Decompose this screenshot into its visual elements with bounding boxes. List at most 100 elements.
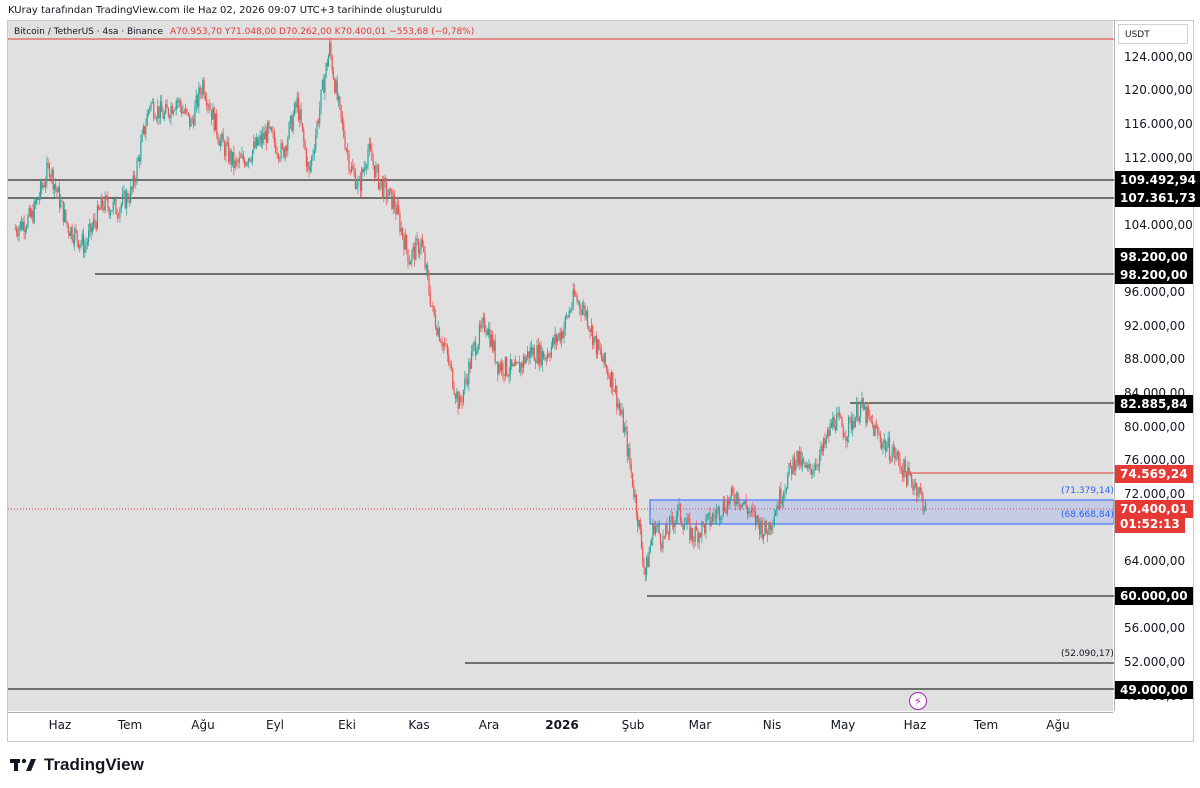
candle-body (205, 99, 208, 106)
candle-body (421, 239, 424, 247)
candle-body (622, 410, 624, 433)
candle-body (416, 238, 418, 240)
level-badge[interactable]: 98.200,00 (1115, 266, 1193, 284)
candle-body (878, 433, 880, 435)
level-badge[interactable]: 107.361,73 (1115, 189, 1200, 207)
candle-body (744, 501, 746, 504)
y-tick: 120.000,00 (1124, 83, 1193, 97)
candle-body (842, 426, 844, 437)
candle-body (196, 95, 199, 107)
candle-body (194, 105, 196, 126)
symbol-legend[interactable]: Bitcoin / TetherUS · 4sa · Binance A70.9… (14, 27, 474, 37)
candle-body (500, 362, 503, 371)
candle-body (618, 403, 621, 409)
candle-body (216, 113, 218, 135)
candle-body (506, 357, 508, 375)
candle-body (858, 416, 860, 422)
level-badge[interactable]: 74.569,24 (1115, 465, 1193, 483)
lightning-icon[interactable]: ⚡ (909, 692, 927, 710)
candle-body (847, 416, 850, 437)
candle-body (60, 200, 62, 208)
candle-body (214, 113, 217, 131)
candle-body (399, 213, 401, 232)
level-badge[interactable]: 49.000,00 (1115, 681, 1193, 699)
candle-body (793, 456, 796, 471)
candle-body (357, 179, 359, 187)
candle-body (749, 511, 751, 513)
candle-body (45, 182, 47, 187)
candle-body (352, 165, 354, 170)
candle-body (408, 262, 410, 265)
time-axis[interactable] (8, 712, 1113, 741)
candle-body (77, 240, 80, 248)
candle-body (724, 501, 726, 511)
candle-body (456, 391, 458, 399)
candle-body (800, 451, 802, 468)
candle-body (295, 103, 297, 108)
candle-body (413, 246, 416, 260)
candle-body (499, 364, 501, 371)
symbol-name[interactable]: Bitcoin / TetherUS · 4sa · Binance (14, 27, 164, 37)
candle-body (464, 378, 466, 391)
candle-body (185, 108, 187, 113)
candle-body (624, 426, 626, 433)
candle-body (675, 516, 678, 521)
candle-body (883, 440, 885, 444)
candlestick-series[interactable] (14, 37, 927, 582)
candle-body (896, 452, 898, 456)
candle-body (665, 524, 667, 537)
candle-body (75, 228, 77, 231)
candle-body (348, 152, 350, 171)
candle-body (458, 396, 461, 409)
candle-body (120, 203, 122, 209)
candle-body (212, 107, 214, 120)
candle-body (888, 437, 891, 461)
candle-body (29, 207, 32, 217)
candle-body (153, 102, 155, 118)
candle-body (764, 520, 766, 535)
candle-body (509, 359, 512, 375)
candle-body (722, 501, 724, 515)
candle-body (732, 488, 734, 493)
candle-body (875, 425, 877, 428)
level-badge[interactable]: 60.000,00 (1115, 587, 1193, 605)
candle-body (208, 104, 210, 109)
level-badge[interactable]: 109.492,94 (1115, 171, 1200, 189)
candle-body (452, 368, 454, 389)
candle-body (717, 507, 719, 511)
x-tick: Haz (48, 718, 72, 732)
candle-body (733, 492, 735, 502)
ohlc-low: D70.262,00 (278, 27, 332, 37)
candle-body (541, 351, 543, 366)
candle-body (745, 501, 747, 508)
candle-body (924, 501, 927, 509)
candle-body (57, 187, 59, 193)
candle-body (359, 179, 362, 191)
level-badge[interactable]: 98.200,00 (1115, 248, 1193, 266)
candle-body (419, 249, 421, 254)
last-price-badge[interactable]: 70.400,01 (1115, 500, 1193, 518)
candle-body (921, 491, 923, 495)
candle-body (392, 196, 394, 209)
candle-body (345, 148, 347, 150)
candle-body (400, 227, 402, 232)
candle-body (301, 123, 304, 130)
candle-body (430, 305, 433, 307)
currency-button[interactable]: USDT (1118, 24, 1188, 44)
candle-body (371, 150, 373, 161)
level-badge[interactable]: 82.885,84 (1115, 395, 1193, 413)
candle-body (577, 301, 580, 303)
candle-body (145, 125, 147, 135)
candle-body (100, 197, 102, 210)
candle-body (829, 423, 831, 436)
candle-body (56, 188, 58, 193)
candle-body (841, 417, 843, 427)
tradingview-logo[interactable]: TradingView (10, 755, 144, 775)
candle-body (488, 328, 490, 336)
candle-body (23, 221, 25, 232)
candle-body (85, 244, 87, 247)
candle-body (122, 193, 124, 204)
candle-body (532, 347, 534, 355)
candle-body (344, 136, 346, 149)
